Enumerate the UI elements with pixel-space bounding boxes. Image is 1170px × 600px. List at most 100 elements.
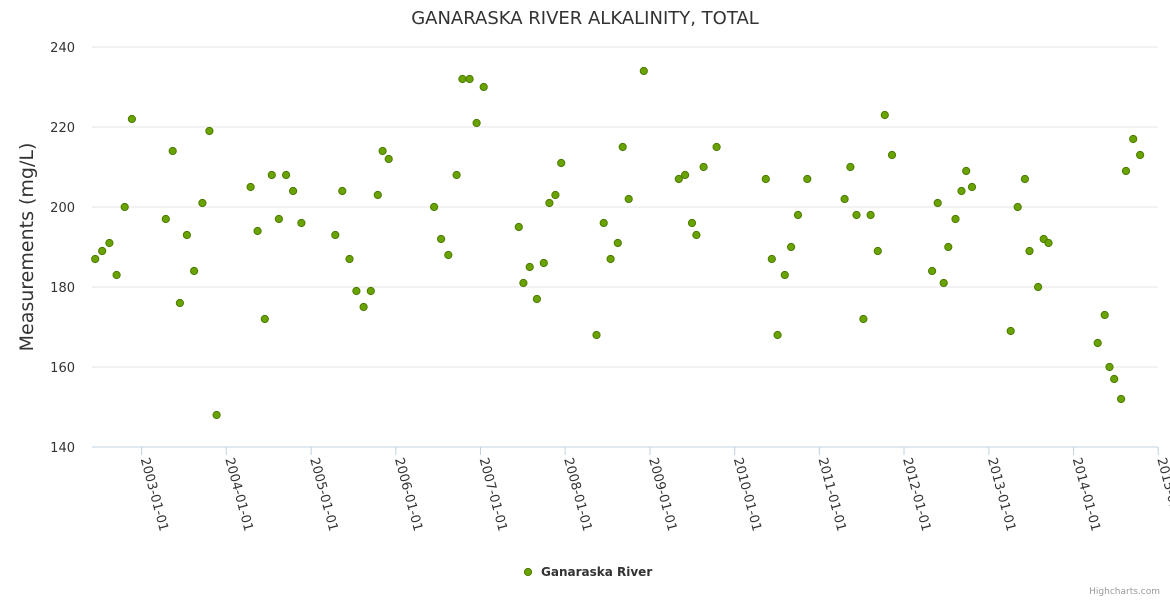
- data-point[interactable]: [1100, 310, 1109, 320]
- legend[interactable]: Ganaraska River: [523, 565, 652, 579]
- data-point[interactable]: [338, 186, 347, 196]
- data-point[interactable]: [780, 270, 789, 280]
- data-point[interactable]: [378, 146, 387, 156]
- data-point[interactable]: [352, 286, 361, 296]
- data-point[interactable]: [1020, 174, 1030, 184]
- data-point[interactable]: [190, 266, 199, 276]
- data-point[interactable]: [599, 218, 608, 228]
- data-point[interactable]: [91, 254, 100, 264]
- data-point[interactable]: [282, 170, 291, 180]
- data-point[interactable]: [793, 210, 803, 220]
- data-point[interactable]: [712, 142, 721, 152]
- data-point[interactable]: [359, 302, 368, 312]
- data-point[interactable]: [840, 194, 849, 204]
- data-point[interactable]: [345, 254, 354, 264]
- credits[interactable]: Highcharts.com: [1089, 587, 1160, 597]
- data-point[interactable]: [182, 230, 191, 240]
- data-point[interactable]: [519, 278, 528, 288]
- data-point[interactable]: [618, 142, 627, 152]
- data-point[interactable]: [773, 330, 782, 340]
- data-point[interactable]: [253, 226, 262, 236]
- data-point[interactable]: [1105, 362, 1114, 372]
- data-point[interactable]: [1093, 338, 1102, 348]
- data-point[interactable]: [944, 242, 953, 252]
- data-point[interactable]: [951, 214, 960, 224]
- data-point[interactable]: [957, 186, 966, 196]
- data-point[interactable]: [1044, 238, 1053, 248]
- data-point[interactable]: [525, 262, 534, 272]
- data-point[interactable]: [168, 146, 177, 156]
- data-point[interactable]: [297, 218, 306, 228]
- data-point[interactable]: [699, 162, 708, 172]
- data-point[interactable]: [787, 242, 796, 252]
- data-point[interactable]: [331, 230, 340, 240]
- data-point[interactable]: [624, 194, 633, 204]
- data-point[interactable]: [1025, 246, 1034, 256]
- data-point[interactable]: [761, 174, 770, 184]
- data-point[interactable]: [246, 182, 255, 192]
- data-point[interactable]: [1013, 202, 1022, 212]
- data-point[interactable]: [962, 166, 971, 176]
- data-point[interactable]: [539, 258, 548, 268]
- data-point[interactable]: [437, 234, 446, 244]
- data-point[interactable]: [613, 238, 622, 248]
- data-point[interactable]: [687, 218, 697, 228]
- data-point[interactable]: [551, 190, 560, 200]
- data-point[interactable]: [1121, 166, 1131, 176]
- data-point[interactable]: [803, 174, 812, 184]
- data-point[interactable]: [1034, 282, 1043, 292]
- data-point[interactable]: [692, 230, 701, 240]
- data-point[interactable]: [873, 246, 882, 256]
- data-point[interactable]: [198, 198, 207, 208]
- data-point[interactable]: [205, 126, 214, 136]
- data-point[interactable]: [545, 198, 554, 208]
- data-point[interactable]: [939, 278, 948, 288]
- data-point[interactable]: [212, 410, 221, 420]
- data-point[interactable]: [887, 150, 897, 160]
- data-point[interactable]: [1110, 374, 1119, 384]
- data-point[interactable]: [532, 294, 542, 304]
- data-point[interactable]: [674, 174, 683, 184]
- data-point[interactable]: [161, 214, 170, 224]
- data-point[interactable]: [120, 202, 129, 212]
- data-point[interactable]: [1129, 134, 1138, 144]
- data-point[interactable]: [866, 210, 875, 220]
- data-point[interactable]: [639, 66, 648, 76]
- data-point[interactable]: [444, 250, 453, 260]
- data-point[interactable]: [681, 170, 690, 180]
- data-point[interactable]: [859, 314, 868, 324]
- data-point[interactable]: [928, 266, 937, 276]
- data-point[interactable]: [289, 186, 298, 196]
- data-point[interactable]: [458, 74, 467, 84]
- legend-item-ganaraska-river[interactable]: Ganaraska River: [541, 565, 652, 579]
- data-point[interactable]: [112, 270, 121, 280]
- data-point[interactable]: [260, 314, 269, 324]
- data-point[interactable]: [127, 114, 136, 124]
- data-point[interactable]: [1006, 326, 1015, 336]
- data-point[interactable]: [967, 182, 977, 192]
- data-point[interactable]: [366, 286, 375, 296]
- data-point[interactable]: [1136, 150, 1145, 160]
- data-point[interactable]: [465, 74, 474, 84]
- data-point[interactable]: [514, 222, 523, 232]
- data-point[interactable]: [98, 246, 107, 256]
- data-point[interactable]: [592, 330, 601, 340]
- data-point[interactable]: [274, 214, 283, 224]
- data-point[interactable]: [472, 118, 481, 128]
- data-point[interactable]: [933, 198, 942, 208]
- data-point[interactable]: [430, 202, 439, 212]
- data-point[interactable]: [880, 110, 889, 120]
- data-point[interactable]: [105, 238, 114, 248]
- data-point[interactable]: [846, 162, 855, 172]
- data-point[interactable]: [606, 254, 615, 264]
- data-point[interactable]: [452, 170, 461, 180]
- data-point[interactable]: [852, 210, 861, 220]
- data-point[interactable]: [384, 154, 393, 164]
- data-point[interactable]: [373, 190, 382, 200]
- data-point[interactable]: [479, 82, 488, 92]
- data-point[interactable]: [175, 298, 184, 308]
- data-point[interactable]: [767, 254, 776, 264]
- data-point[interactable]: [557, 158, 566, 168]
- data-point[interactable]: [1117, 394, 1126, 404]
- data-point[interactable]: [267, 170, 276, 180]
